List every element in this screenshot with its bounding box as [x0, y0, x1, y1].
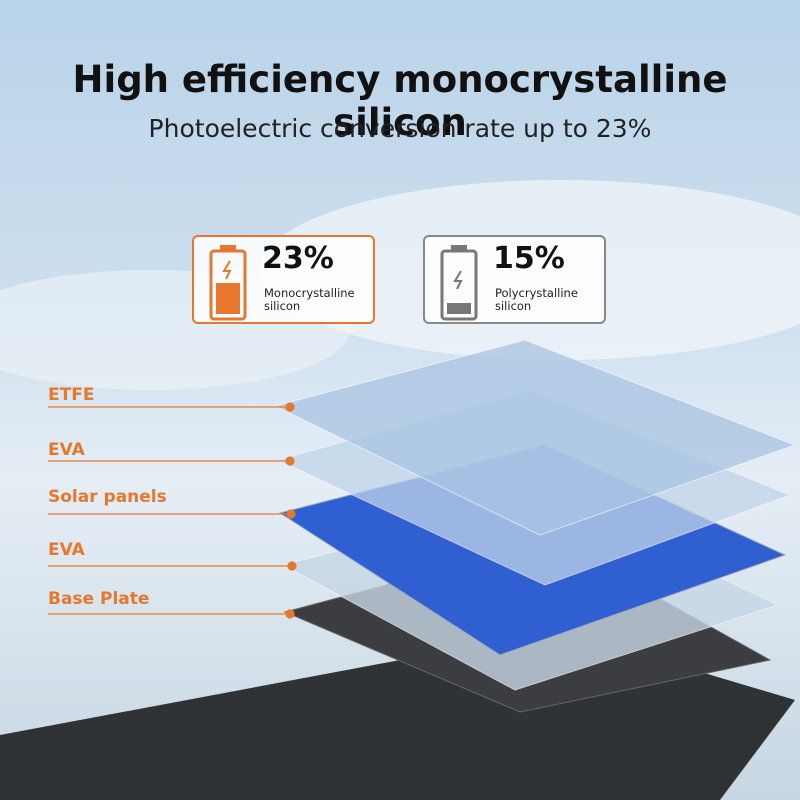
dot — [286, 509, 296, 519]
value: 15% — [493, 241, 565, 276]
etfe-layer — [273, 339, 797, 536]
battery-icon — [440, 245, 478, 321]
value: 23% — [262, 241, 334, 276]
layer-label: Solar panels — [48, 487, 167, 507]
layer-label: EVA — [48, 440, 85, 460]
subtitle: Photoelectric conversion rate up to 23% — [148, 114, 652, 143]
layer-label: EVA — [48, 540, 85, 560]
layer-label: Base Plate — [48, 589, 150, 609]
card: 15% Polycrystalline silicon — [423, 235, 606, 324]
label: Monocrystalline silicon — [264, 286, 355, 313]
label: Polycrystalline silicon — [495, 286, 578, 313]
title: High efficiency monocrystalline silicon — [72, 58, 728, 144]
card: 23% Monocrystalline silicon — [192, 235, 375, 324]
layer-label: ETFE — [48, 385, 95, 405]
dot — [285, 609, 295, 619]
dot — [285, 402, 295, 412]
dot — [287, 561, 297, 571]
battery-icon — [209, 245, 247, 321]
dot — [285, 456, 295, 466]
